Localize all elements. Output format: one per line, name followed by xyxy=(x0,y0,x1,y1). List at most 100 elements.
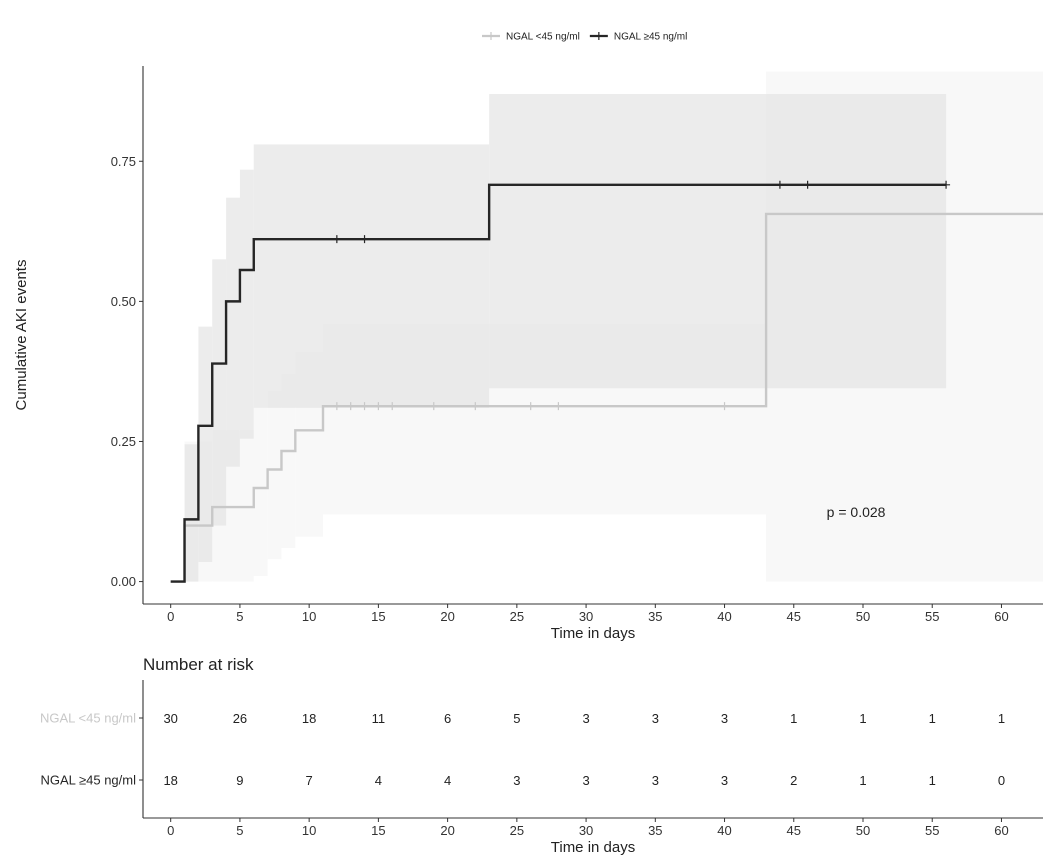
y-tick-label: 0.00 xyxy=(111,574,136,589)
censor-mark xyxy=(942,180,951,189)
ci-band-2 xyxy=(212,259,227,526)
risk-count: 3 xyxy=(652,773,659,788)
risk-count: 4 xyxy=(375,773,382,788)
y-axis-title: Cumulative AKI events xyxy=(13,260,30,411)
risk-x-tick-label: 0 xyxy=(167,823,174,838)
censor-marks xyxy=(332,180,951,411)
censor-mark xyxy=(775,180,784,189)
x-tick-label: 20 xyxy=(440,609,454,624)
x-tick-label: 55 xyxy=(925,609,939,624)
risk-count: 6 xyxy=(444,711,451,726)
censor-mark xyxy=(803,180,812,189)
risk-count: 1 xyxy=(859,711,866,726)
risk-table-title: Number at risk xyxy=(143,655,254,674)
censor-mark xyxy=(332,235,341,244)
risk-x-tick-label: 10 xyxy=(302,823,316,838)
risk-count: 1 xyxy=(929,773,936,788)
legend-label-1: NGAL <45 ng/ml xyxy=(506,32,580,43)
x-tick-label: 60 xyxy=(994,609,1008,624)
ci-band-1 xyxy=(253,407,268,576)
risk-count: 4 xyxy=(444,773,451,788)
risk-x-tick-label: 15 xyxy=(371,823,385,838)
censor-mark xyxy=(360,235,369,244)
risk-count: 7 xyxy=(306,773,313,788)
ci-band-2 xyxy=(198,326,213,562)
risk-count: 30 xyxy=(163,711,177,726)
risk-x-tick-label: 45 xyxy=(787,823,801,838)
censor-mark xyxy=(429,402,438,411)
x-tick-label: 30 xyxy=(579,609,593,624)
censor-mark xyxy=(374,402,383,411)
risk-count: 2 xyxy=(790,773,797,788)
x-tick-label: 40 xyxy=(717,609,731,624)
p-value-annotation: p = 0.028 xyxy=(827,504,886,520)
x-tick-label: 15 xyxy=(371,609,385,624)
x-tick-label: 5 xyxy=(236,609,243,624)
risk-x-tick-label: 40 xyxy=(717,823,731,838)
y-tick-label: 0.75 xyxy=(111,154,136,169)
censor-mark xyxy=(554,402,563,411)
risk-x-tick-label: 25 xyxy=(510,823,524,838)
censor-mark xyxy=(720,402,729,411)
risk-count: 11 xyxy=(372,711,386,726)
risk-count: 18 xyxy=(163,773,177,788)
risk-count: 1 xyxy=(859,773,866,788)
y-tick-label: 0.50 xyxy=(111,294,136,309)
series-line-1 xyxy=(170,212,1043,583)
censor-mark xyxy=(332,402,341,411)
risk-count: 18 xyxy=(302,711,316,726)
censor-mark xyxy=(471,402,480,411)
ci-band-2 xyxy=(489,94,947,389)
risk-x-tick-label: 55 xyxy=(925,823,939,838)
censor-mark xyxy=(388,402,397,411)
risk-count: 9 xyxy=(236,773,243,788)
censor-mark xyxy=(526,402,535,411)
risk-row-label-2: NGAL ≥45 ng/ml xyxy=(40,773,136,788)
risk-count: 3 xyxy=(721,773,728,788)
risk-count: 5 xyxy=(513,711,520,726)
risk-count: 1 xyxy=(790,711,797,726)
risk-table-values: 30 26 18 11 6 5 3 3 3 1 1 1 118 9 7 4 4 3 3 3 3 2 1 1 0 xyxy=(163,711,1005,788)
censor-mark xyxy=(346,402,355,411)
ci-band-1 xyxy=(267,391,282,560)
risk-x-tick-label: 35 xyxy=(648,823,662,838)
ci-band-2 xyxy=(226,197,240,467)
x-axis-title: Time in days xyxy=(551,625,635,642)
x-tick-label: 0 xyxy=(167,609,174,624)
confidence-bands xyxy=(184,71,1043,582)
risk-count: 1 xyxy=(929,711,936,726)
series-line-2 xyxy=(170,183,947,583)
risk-x-tick-label: 60 xyxy=(994,823,1008,838)
x-tick-label: 45 xyxy=(787,609,801,624)
risk-x-tick-label: 5 xyxy=(236,823,243,838)
ci-band-1 xyxy=(281,374,296,548)
x-tick-label: 50 xyxy=(856,609,870,624)
risk-count: 3 xyxy=(582,773,589,788)
risk-count: 3 xyxy=(513,773,520,788)
risk-count: 3 xyxy=(721,711,728,726)
y-tick-label: 0.25 xyxy=(111,434,136,449)
ci-band-2 xyxy=(239,169,254,439)
risk-x-axis-title: Time in days xyxy=(551,839,635,856)
ci-band-2 xyxy=(184,444,199,582)
x-tick-label: 35 xyxy=(648,609,662,624)
main-axes: 0.00 0.25 0.50 0.75 0 5 10 15 20 25 30 35 40 45 50 55 60 xyxy=(111,66,1043,624)
risk-count: 3 xyxy=(652,711,659,726)
risk-count: 1 xyxy=(998,711,1005,726)
risk-count: 26 xyxy=(233,711,247,726)
risk-x-tick-label: 30 xyxy=(579,823,593,838)
risk-row-label-1: NGAL <45 ng/ml xyxy=(40,711,136,726)
ci-band-2 xyxy=(253,144,490,408)
risk-count: 3 xyxy=(582,711,589,726)
x-tick-label: 10 xyxy=(302,609,316,624)
censor-mark xyxy=(360,402,369,411)
survival-curves xyxy=(170,183,1043,583)
legend: NGAL <45 ng/ml NGAL ≥45 ng/ml xyxy=(482,32,687,43)
risk-x-tick-label: 20 xyxy=(440,823,454,838)
legend-label-2: NGAL ≥45 ng/ml xyxy=(614,32,687,43)
x-tick-label: 25 xyxy=(510,609,524,624)
risk-count: 0 xyxy=(998,773,1005,788)
risk-x-tick-label: 50 xyxy=(856,823,870,838)
